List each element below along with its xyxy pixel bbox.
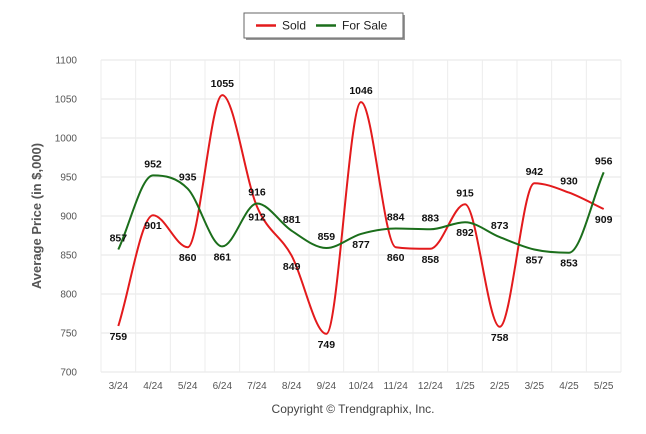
data-label-for-sale: 861	[214, 251, 232, 263]
x-tick-label: 4/24	[143, 381, 163, 392]
y-tick-label: 750	[60, 329, 77, 340]
data-label-for-sale: 881	[283, 214, 301, 226]
data-label-for-sale: 956	[595, 155, 613, 167]
data-label-sold: 930	[560, 176, 578, 188]
y-tick-label: 800	[60, 290, 77, 301]
x-tick-label: 2/25	[490, 381, 510, 392]
x-tick-label: 1/25	[455, 381, 475, 392]
data-label-sold: 759	[110, 331, 128, 343]
x-tick-label: 5/25	[594, 381, 614, 392]
legend-entry-for-sale: For Sale	[342, 19, 388, 33]
data-label-for-sale: 853	[560, 258, 578, 270]
data-labels: 759 901 860 1055 912 849 749 1046 860 858 915 758 94…	[110, 78, 613, 351]
data-label-sold: 858	[422, 254, 440, 266]
data-label-sold: 749	[318, 339, 336, 351]
data-label-sold: 1046	[349, 85, 373, 97]
x-tick-label: 10/24	[348, 381, 373, 392]
x-tick-label: 4/25	[559, 381, 579, 392]
y-tick-label: 950	[60, 173, 77, 184]
data-label-for-sale: 857	[526, 255, 544, 267]
x-tick-label: 5/24	[178, 381, 198, 392]
x-tick-label: 6/24	[213, 381, 233, 392]
copyright-footer: Copyright © Trendgraphix, Inc.	[272, 402, 435, 416]
x-tick-label: 3/25	[525, 381, 545, 392]
y-tick-label: 1000	[55, 134, 78, 145]
series-lines	[117, 94, 605, 335]
x-tick-label: 11/24	[384, 381, 409, 392]
data-label-sold: 912	[248, 212, 266, 224]
data-label-for-sale: 883	[422, 212, 440, 224]
data-label-sold: 860	[387, 252, 405, 264]
data-label-sold: 758	[491, 332, 509, 344]
x-tick-label: 7/24	[247, 381, 267, 392]
series-line-for-sale	[117, 171, 605, 254]
data-label-for-sale: 857	[110, 233, 128, 245]
data-label-for-sale: 859	[318, 231, 336, 243]
data-label-sold: 909	[595, 214, 613, 226]
y-tick-label: 1050	[55, 95, 78, 106]
data-label-for-sale: 877	[352, 239, 370, 251]
axes: 700 750 800 850 900 950 1000 1050 1100 3/24 4/24 5/…	[55, 56, 614, 393]
data-label-for-sale: 873	[491, 220, 509, 232]
y-tick-label: 700	[60, 368, 77, 379]
data-label-sold: 942	[526, 166, 544, 178]
data-label-for-sale: 884	[387, 211, 405, 223]
data-label-for-sale: 952	[144, 158, 162, 170]
y-axis-title: Average Price (in $,000)	[29, 143, 44, 289]
x-tick-label: 8/24	[282, 381, 302, 392]
data-label-sold: 849	[283, 261, 301, 273]
grid	[100, 59, 622, 373]
y-tick-label: 850	[60, 251, 77, 262]
data-label-sold: 901	[144, 220, 162, 232]
data-label-sold: 1055	[211, 78, 235, 90]
data-label-sold: 860	[179, 252, 197, 264]
data-label-sold: 915	[456, 187, 474, 199]
legend-entry-sold: Sold	[282, 19, 306, 33]
series-line-sold	[117, 94, 605, 335]
data-label-for-sale: 935	[179, 172, 197, 184]
legend: Sold For Sale	[243, 12, 405, 40]
data-label-for-sale: 916	[248, 187, 266, 199]
y-tick-label: 900	[60, 212, 77, 223]
x-tick-label: 9/24	[317, 381, 337, 392]
x-tick-label: 3/24	[109, 381, 129, 392]
data-label-for-sale: 892	[456, 227, 474, 239]
x-tick-label: 12/24	[418, 381, 443, 392]
y-tick-label: 1100	[55, 56, 77, 67]
